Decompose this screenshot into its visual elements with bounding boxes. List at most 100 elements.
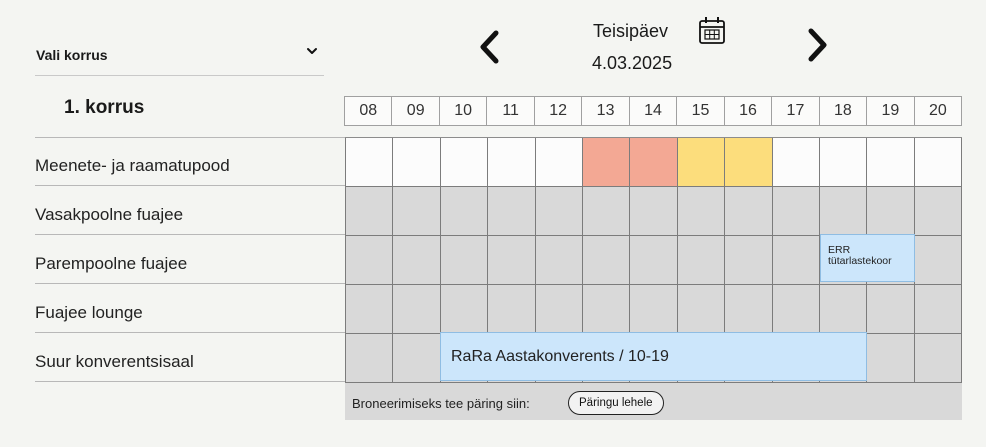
hour-header: 08 09 10 11 12 13 14 15 16 17 18 19 20 xyxy=(344,96,963,126)
time-slot-blocked xyxy=(440,236,489,285)
room-label: Meenete- ja raamatupood xyxy=(35,156,230,175)
schedule-row xyxy=(345,285,963,334)
time-slot-blocked xyxy=(630,285,678,334)
room-divider xyxy=(35,332,345,333)
time-slot-blocked xyxy=(535,187,583,236)
previous-day-button[interactable] xyxy=(474,27,504,67)
schedule-row xyxy=(345,138,963,187)
hour-label: 10 xyxy=(438,96,488,126)
time-slot-blocked xyxy=(867,187,915,236)
time-slot-blocked xyxy=(914,187,963,236)
hour-label: 17 xyxy=(771,96,820,126)
time-slot-blocked xyxy=(393,187,441,236)
time-slot-blocked xyxy=(867,285,915,334)
time-slot-pending xyxy=(677,138,726,187)
room-divider xyxy=(35,137,345,138)
time-slot-blocked xyxy=(772,236,820,285)
time-slot-blocked xyxy=(345,236,394,285)
time-slot-blocked xyxy=(772,285,820,334)
floor-select[interactable]: Vali korrus xyxy=(35,38,324,76)
time-slot-blocked xyxy=(535,285,583,334)
hour-label: 18 xyxy=(818,96,868,126)
time-slot-blocked xyxy=(535,236,583,285)
time-slot-blocked xyxy=(677,236,726,285)
booking-footer: Broneerimiseks tee päring siin: Päringu … xyxy=(345,383,962,420)
time-slot-avail[interactable] xyxy=(914,138,963,187)
hour-label: 13 xyxy=(581,96,630,126)
hour-label: 14 xyxy=(628,96,678,126)
time-slot-avail[interactable] xyxy=(867,138,915,187)
time-slot-blocked xyxy=(345,187,394,236)
floor-title: 1. korrus xyxy=(64,97,145,118)
time-slot-blocked xyxy=(677,285,726,334)
schedule-grid: ERR tütarlastekoor RaRa Aastakonverents … xyxy=(345,137,963,383)
event-title-line: ERR xyxy=(828,244,851,256)
request-page-button[interactable]: Päringu lehele xyxy=(568,391,664,415)
time-slot-blocked xyxy=(582,187,631,236)
time-slot-blocked xyxy=(582,236,631,285)
time-slot-blocked xyxy=(582,285,631,334)
hour-label: 16 xyxy=(723,96,773,126)
time-slot-avail[interactable] xyxy=(819,138,868,187)
time-slot-blocked xyxy=(440,187,489,236)
time-slot-avail[interactable] xyxy=(440,138,489,187)
hour-label: 15 xyxy=(676,96,725,126)
footer-text: Broneerimiseks tee päring siin: xyxy=(352,396,530,411)
time-slot-blocked xyxy=(725,187,773,236)
time-slot-avail[interactable] xyxy=(535,138,583,187)
time-slot-blocked xyxy=(488,187,536,236)
chevron-down-icon xyxy=(305,44,319,58)
room-divider xyxy=(35,283,345,284)
time-slot-blocked xyxy=(630,187,678,236)
hour-label: 20 xyxy=(913,96,963,126)
hour-label: 12 xyxy=(533,96,583,126)
time-slot-blocked xyxy=(630,236,678,285)
floor-select-label: Vali korrus xyxy=(36,47,108,63)
time-slot-blocked xyxy=(914,285,963,334)
chevron-right-icon xyxy=(808,28,827,62)
room-label: Parempoolne fuajee xyxy=(35,254,188,273)
hour-label: 09 xyxy=(391,96,440,126)
room-divider xyxy=(35,185,345,186)
next-day-button[interactable] xyxy=(803,25,833,65)
time-slot-blocked xyxy=(393,334,441,383)
time-slot-booked xyxy=(630,138,678,187)
time-slot-blocked xyxy=(488,236,536,285)
time-slot-blocked xyxy=(345,334,394,383)
event-err-tutarlastekoor[interactable]: ERR tütarlastekoor xyxy=(820,234,915,282)
time-slot-avail[interactable] xyxy=(488,138,536,187)
hour-label: 08 xyxy=(344,96,393,126)
hour-label: 19 xyxy=(866,96,915,126)
event-title-line: tütarlastekoor xyxy=(828,255,892,267)
time-slot-booked xyxy=(582,138,631,187)
time-slot-blocked xyxy=(819,285,868,334)
room-label: Fuajee lounge xyxy=(35,303,143,322)
time-slot-blocked xyxy=(819,187,868,236)
time-slot-blocked xyxy=(345,285,394,334)
time-slot-avail[interactable] xyxy=(772,138,820,187)
hour-label: 11 xyxy=(486,96,535,126)
time-slot-blocked xyxy=(393,236,441,285)
date-display: Teisipäev 4.03.2025 xyxy=(592,17,762,80)
schedule-row xyxy=(345,187,963,236)
time-slot-avail[interactable] xyxy=(393,138,441,187)
time-slot-blocked xyxy=(914,334,963,383)
time-slot-blocked xyxy=(488,285,536,334)
time-slot-blocked xyxy=(867,334,915,383)
room-divider xyxy=(35,381,345,382)
date-value: 4.03.2025 xyxy=(592,53,673,73)
time-slot-pending xyxy=(725,138,773,187)
time-slot-blocked xyxy=(677,187,726,236)
time-slot-blocked xyxy=(393,285,441,334)
room-label: Suur konverentsisaal xyxy=(35,352,194,371)
room-label: Vasakpoolne fuajee xyxy=(35,205,184,224)
time-slot-blocked xyxy=(440,285,489,334)
time-slot-avail[interactable] xyxy=(345,138,394,187)
time-slot-blocked xyxy=(914,236,963,285)
event-rara-aastakonverents[interactable]: RaRa Aastakonverents / 10-19 xyxy=(440,332,867,381)
time-slot-blocked xyxy=(725,236,773,285)
weekday-label: Teisipäev xyxy=(593,21,669,41)
time-slot-blocked xyxy=(725,285,773,334)
calendar-icon[interactable] xyxy=(697,15,727,45)
room-divider xyxy=(35,234,345,235)
